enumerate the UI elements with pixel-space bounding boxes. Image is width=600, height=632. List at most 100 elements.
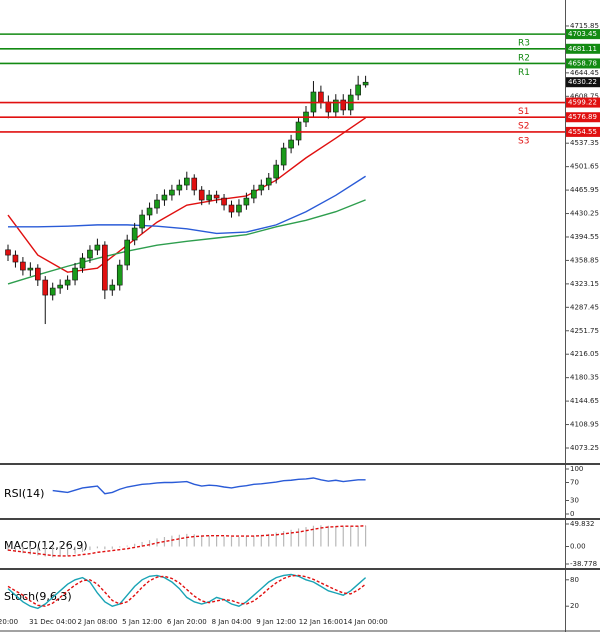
candle-body [273, 164, 280, 179]
y-tick-label: 4608.75 [570, 92, 599, 100]
level-tag [566, 126, 600, 137]
indicator-line [52, 477, 366, 495]
histogram-bar [238, 537, 240, 547]
level-label: R2 [518, 53, 530, 63]
histogram-bar [7, 546, 9, 552]
y-tick-label: 100 [570, 465, 583, 473]
histogram-bar [253, 535, 255, 547]
candle-body [243, 197, 250, 206]
histogram-bar [365, 525, 367, 547]
candle-body [49, 287, 56, 296]
level-label: S3 [518, 136, 529, 146]
histogram-bar [290, 529, 292, 547]
histogram-bar [141, 541, 143, 547]
candle-body [295, 121, 302, 141]
y-tick-label: 4644.45 [570, 69, 599, 77]
histogram-bar [59, 546, 61, 557]
histogram-bar [305, 527, 307, 547]
candle-body [64, 279, 71, 286]
level-tag-label: 4576.89 [568, 113, 597, 121]
y-tick-label: 4465.95 [570, 186, 599, 194]
x-tick-label: 2 Jan 08:00 [77, 618, 117, 626]
candle-body [12, 254, 19, 263]
histogram-bar [81, 546, 84, 552]
y-tick-label: 4537.35 [570, 139, 599, 147]
histogram-bar [14, 546, 17, 552]
moving-average [8, 175, 366, 235]
histogram-bar [275, 532, 277, 547]
candle-body [184, 177, 190, 186]
histogram-bar [350, 526, 352, 547]
candle-body [169, 189, 175, 196]
candle-body [340, 99, 347, 111]
histogram-bar [216, 536, 218, 547]
indicator-title: RSI(14) [4, 487, 44, 500]
histogram-bar [260, 534, 262, 547]
candle-body [102, 244, 108, 291]
candle-body [318, 91, 324, 103]
level-tag [566, 112, 600, 123]
histogram-bar [126, 545, 128, 547]
candle-body [116, 264, 123, 286]
histogram-bar [230, 537, 233, 547]
level-tag-label: 4703.45 [568, 30, 597, 38]
level-tag-label: 4658.78 [568, 59, 597, 67]
level-tag-label: 4599.22 [568, 99, 597, 107]
histogram-bar [52, 546, 54, 558]
candle-body [191, 177, 198, 191]
histogram-bar [297, 528, 300, 547]
y-tick-label: 4501.65 [570, 163, 599, 171]
candle-body [198, 189, 205, 201]
candle-body [362, 81, 369, 86]
y-tick-label: 4715.85 [570, 22, 599, 30]
level-tag-label: 4681.11 [568, 45, 597, 53]
candle-body [94, 244, 101, 251]
candle-body [34, 267, 41, 281]
level-label: S1 [518, 107, 529, 117]
histogram-bar [119, 546, 121, 548]
candle-body [5, 249, 11, 256]
histogram-bar [193, 534, 195, 547]
histogram-bar [268, 533, 270, 547]
histogram-bar [201, 535, 203, 547]
candle-body [258, 184, 265, 191]
y-tick-label: 30 [570, 497, 579, 505]
price-tag [566, 77, 600, 88]
histogram-bar [208, 535, 210, 547]
x-tick-label: 5 Jan 12:00 [122, 618, 162, 626]
y-tick-label: 0 [570, 510, 574, 518]
level-label: R1 [518, 68, 530, 78]
indicator-line [7, 525, 366, 557]
histogram-bar [171, 535, 173, 547]
y-tick-label: 20 [570, 602, 579, 610]
candle-body [251, 189, 257, 199]
y-tick-label: 4180.35 [570, 374, 599, 382]
indicator-line [7, 574, 367, 607]
y-tick-label: 4394.55 [570, 233, 599, 241]
histogram-bar [148, 540, 151, 547]
candle-body [79, 257, 86, 269]
candle-body [139, 214, 145, 229]
level-label: S2 [518, 122, 529, 132]
y-tick-label: 4323.15 [570, 280, 599, 288]
y-tick-label: -38.778 [570, 560, 597, 568]
candle-body [280, 147, 287, 166]
candle-body [176, 184, 183, 191]
x-tick-label: 12 Jan 16:00 [299, 618, 343, 626]
moving-average [7, 117, 366, 273]
x-tick-label: 31 Dec 04:00 [29, 618, 76, 626]
candle-body [42, 279, 49, 296]
histogram-bar [96, 546, 98, 549]
y-tick-label: 49.832 [570, 520, 595, 528]
level-tag-label: 4554.55 [568, 128, 597, 136]
candle-body [87, 249, 93, 259]
y-tick-label: 4108.95 [570, 421, 599, 429]
candle-body [288, 139, 294, 149]
histogram-bar [29, 546, 31, 555]
candle-body [265, 177, 272, 186]
level-label: R3 [518, 39, 530, 49]
y-tick-label: 4073.25 [570, 444, 599, 452]
level-tag [566, 58, 600, 69]
candle-body [355, 84, 361, 96]
